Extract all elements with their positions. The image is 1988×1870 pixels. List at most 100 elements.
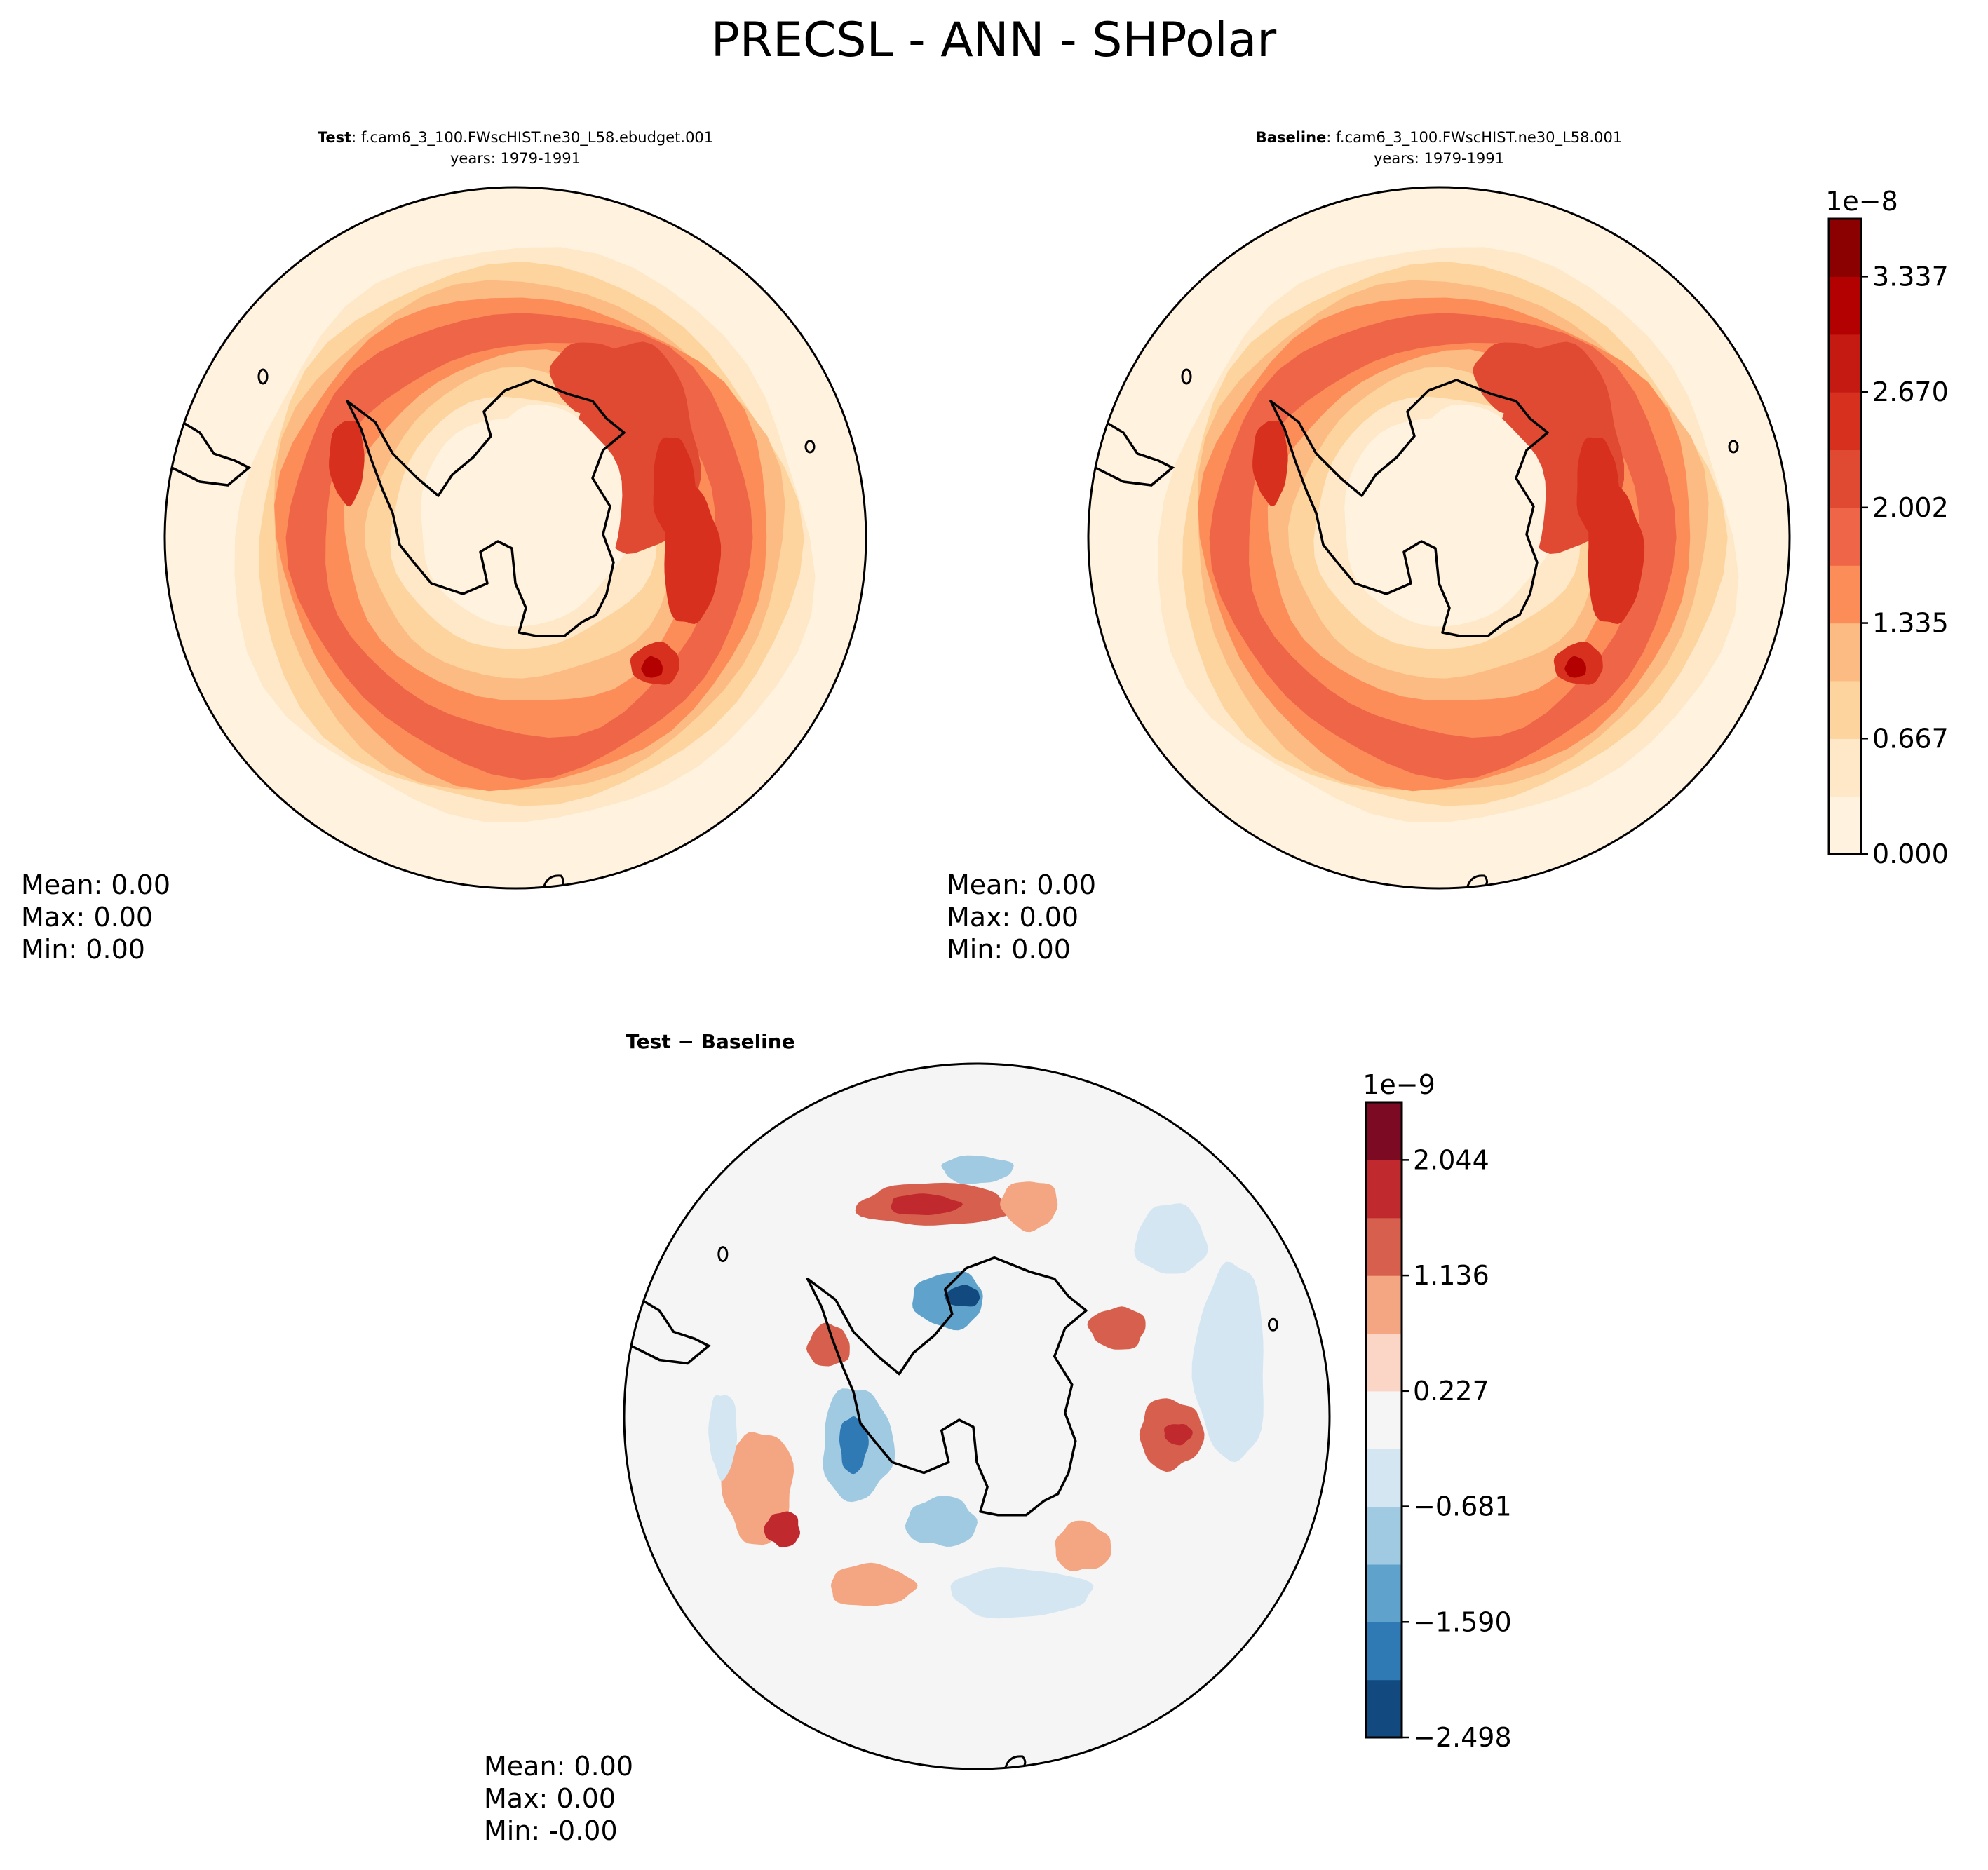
test-precip-maximum xyxy=(329,420,365,507)
difference-panel: Test − Baseline Mean: 0.00 Max: 0.00 Min… xyxy=(484,1030,1512,1846)
baseline-stat-mean: Mean: 0.00 xyxy=(947,869,1096,900)
difference-anomaly xyxy=(708,1395,737,1481)
colorbar-tick-label: 2.002 xyxy=(1872,492,1949,523)
figure-title: PRECSL - ANN - SHPolar xyxy=(711,13,1277,68)
baseline-falkland-islands xyxy=(1181,368,1192,385)
colorbar-tick-label: 0.000 xyxy=(1872,839,1949,869)
colorbar-segment xyxy=(1829,219,1861,277)
test-precip-maximum xyxy=(653,437,696,536)
colorbar-tick-label: 1.335 xyxy=(1872,608,1949,639)
difference-antarctica-coastline xyxy=(806,1256,1088,1517)
test-stat-min: Min: 0.00 xyxy=(21,934,145,965)
test-interior-low xyxy=(475,404,623,615)
baseline-map xyxy=(1087,186,1791,890)
difference-map-boundary xyxy=(623,1062,1331,1770)
difference-anomaly xyxy=(891,1193,963,1215)
test-map xyxy=(163,186,867,890)
baseline-panel-title: Baseline: f.cam6_3_100.FWscHIST.ne30_L58… xyxy=(1256,129,1622,147)
difference-anomaly xyxy=(1164,1424,1193,1446)
difference-falkland-islands xyxy=(717,1246,729,1263)
colorbar-segment xyxy=(1829,623,1861,682)
difference-anomaly xyxy=(941,1155,1014,1185)
colorbar-segment xyxy=(1366,1506,1402,1565)
colorbar-segment xyxy=(1829,392,1861,451)
test-stat-mean: Mean: 0.00 xyxy=(21,869,170,900)
colorbar-segment xyxy=(1366,1622,1402,1681)
test-map-boundary xyxy=(163,186,867,890)
colorbar-tick-label: 0.667 xyxy=(1872,723,1949,754)
baseline-title-bold: Baseline xyxy=(1256,129,1327,146)
colorbar-segment xyxy=(1829,680,1861,739)
baseline-stat-min: Min: 0.00 xyxy=(947,934,1071,965)
test-panel-title: Test: f.cam6_3_100.FWscHIST.ne30_L58.ebu… xyxy=(318,129,713,147)
baseline-title-rest: : f.cam6_3_100.FWscHIST.ne30_L58.001 xyxy=(1326,129,1622,147)
difference-anomaly xyxy=(944,1285,980,1307)
colorbar-frame xyxy=(1827,217,1862,855)
colorbar-segment xyxy=(1829,449,1861,508)
colorbar-segment xyxy=(1366,1564,1402,1622)
difference-south-america-coastline xyxy=(624,1298,711,1365)
difference-anomaly xyxy=(905,1496,978,1547)
test-field xyxy=(165,187,866,888)
colorbar-segment xyxy=(1829,565,1861,624)
colorbar-segment xyxy=(1829,738,1861,797)
baseline-south-america-coastline xyxy=(1088,420,1175,487)
test-panel: Test: f.cam6_3_100.FWscHIST.ne30_L58.ebu… xyxy=(21,129,867,965)
colorbar-segment xyxy=(1366,1449,1402,1507)
colorbar-segment xyxy=(1829,276,1861,335)
colorbar-segment xyxy=(1366,1217,1402,1276)
difference-anomaly xyxy=(1087,1306,1146,1350)
colorbar-segment xyxy=(1829,507,1861,566)
test-panel-years: years: 1979-1991 xyxy=(450,150,581,167)
colorbar-segment xyxy=(1366,1390,1402,1449)
test-title-bold: Test xyxy=(318,129,351,146)
test-stat-max: Max: 0.00 xyxy=(21,902,153,933)
colorbar-tick-label: 0.227 xyxy=(1413,1376,1489,1407)
difference-anomaly xyxy=(1134,1203,1208,1274)
difference-stat-min: Min: -0.00 xyxy=(484,1815,618,1846)
test-precip-maximum xyxy=(641,656,663,678)
colorbar-tick-label: −0.681 xyxy=(1413,1491,1512,1522)
colorbar-segment xyxy=(1366,1333,1402,1392)
baseline-map-boundary xyxy=(1087,186,1791,890)
difference-anomaly xyxy=(1000,1181,1058,1233)
baseline-precip-maximum xyxy=(1564,656,1586,678)
difference-anomaly xyxy=(764,1511,800,1548)
difference-field xyxy=(624,1064,1330,1769)
baseline-antarctica-coastline xyxy=(1269,379,1549,637)
baseline-precip-maximum xyxy=(1252,420,1288,507)
colorbar-segment xyxy=(1366,1679,1402,1738)
colorbar-segment xyxy=(1366,1160,1402,1219)
difference-anomaly xyxy=(830,1562,918,1606)
difference-anomaly xyxy=(1055,1520,1111,1571)
test-title-rest: : f.cam6_3_100.FWscHIST.ne30_L58.ebudget… xyxy=(351,129,713,147)
baseline-panel-years: years: 1979-1991 xyxy=(1374,150,1504,167)
baseline-stat-max: Max: 0.00 xyxy=(947,902,1078,933)
difference-panel-title: Test − Baseline xyxy=(626,1030,794,1053)
baseline-precip-maximum xyxy=(1576,437,1620,536)
difference-colorbar: −2.498 −1.590 −0.681 0.227 1.136 2.044 1e−9 xyxy=(1362,1069,1511,1753)
difference-map xyxy=(623,1062,1331,1770)
difference-kerguelen-island xyxy=(1268,1317,1279,1332)
test-antarctica-coastline xyxy=(346,379,626,637)
colorbar-segment xyxy=(1829,334,1861,393)
baseline-interior-low xyxy=(1398,404,1546,615)
colorbar-tick-label: −1.590 xyxy=(1413,1606,1512,1637)
colorbar-tick-label: 1.136 xyxy=(1413,1260,1489,1291)
test-south-america-coastline xyxy=(165,420,252,487)
colorbar-tick-label: −2.498 xyxy=(1413,1722,1512,1753)
difference-anomaly xyxy=(1191,1261,1264,1463)
colorbar-segment xyxy=(1366,1275,1402,1334)
test-falkland-islands xyxy=(257,368,269,385)
difference-stat-mean: Mean: 0.00 xyxy=(484,1751,633,1782)
colorbar-frame xyxy=(1365,1101,1403,1739)
colorbar-tick-label: 2.670 xyxy=(1872,377,1949,407)
test-kerguelen-island xyxy=(804,440,816,454)
colorbar-tick-label: 2.044 xyxy=(1413,1144,1489,1175)
baseline-field xyxy=(1088,187,1790,888)
precip-colorbar: 0.000 0.667 1.335 2.002 2.670 3.337 1e−8 xyxy=(1825,186,1949,869)
baseline-kerguelen-island xyxy=(1728,440,1739,454)
colorbar-exponent-label: 1e−9 xyxy=(1362,1069,1435,1100)
baseline-panel: Baseline: f.cam6_3_100.FWscHIST.ne30_L58… xyxy=(947,129,1949,965)
